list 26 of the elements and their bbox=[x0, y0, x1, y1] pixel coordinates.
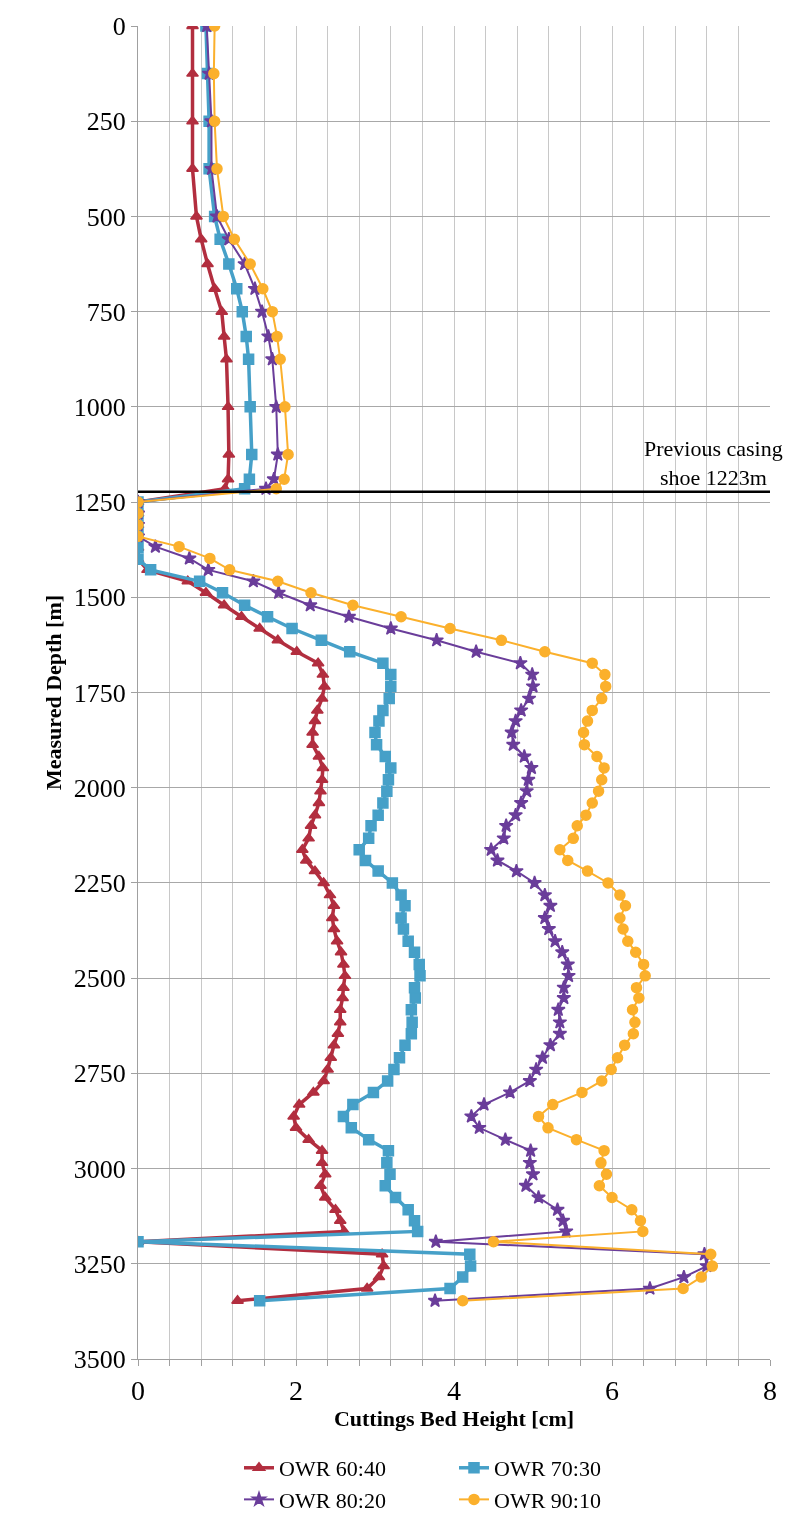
ref-line-label: Previous casing shoe 1223m bbox=[644, 436, 783, 490]
y-tick-label: 1000 bbox=[73, 392, 126, 422]
y-tick-label: 3000 bbox=[73, 1154, 126, 1184]
y-axis-title: Measured Depth [m] bbox=[40, 594, 66, 791]
y-tick-label: 0 bbox=[112, 12, 126, 42]
legend-label: OWR 90:10 bbox=[494, 1487, 601, 1513]
y-tick-label: 2750 bbox=[73, 1059, 126, 1089]
y-tick-label: 2250 bbox=[73, 869, 126, 899]
y-tick-label: 2500 bbox=[73, 964, 126, 994]
y-tick-label: 1750 bbox=[73, 678, 126, 708]
y-tick-label: 2000 bbox=[73, 773, 126, 803]
legend-label: OWR 60:40 bbox=[279, 1456, 386, 1482]
y-tick-label: 3500 bbox=[73, 1345, 126, 1375]
x-tick-label: 6 bbox=[605, 1374, 619, 1406]
y-tick-label: 1250 bbox=[73, 488, 126, 518]
legend-label: OWR 70:30 bbox=[494, 1456, 601, 1482]
y-tick-label: 500 bbox=[86, 202, 126, 232]
y-tick-label: 750 bbox=[86, 297, 126, 327]
x-tick-label: 2 bbox=[289, 1374, 303, 1406]
legend-label: OWR 80:20 bbox=[279, 1487, 386, 1513]
x-tick-label: 4 bbox=[447, 1374, 461, 1406]
y-tick-label: 250 bbox=[86, 107, 126, 137]
x-tick-label: 8 bbox=[763, 1374, 777, 1406]
y-tick-label: 3250 bbox=[73, 1249, 126, 1279]
y-tick-label: 1500 bbox=[73, 583, 126, 613]
x-axis-title: Cuttings Bed Height [cm] bbox=[333, 1405, 575, 1431]
